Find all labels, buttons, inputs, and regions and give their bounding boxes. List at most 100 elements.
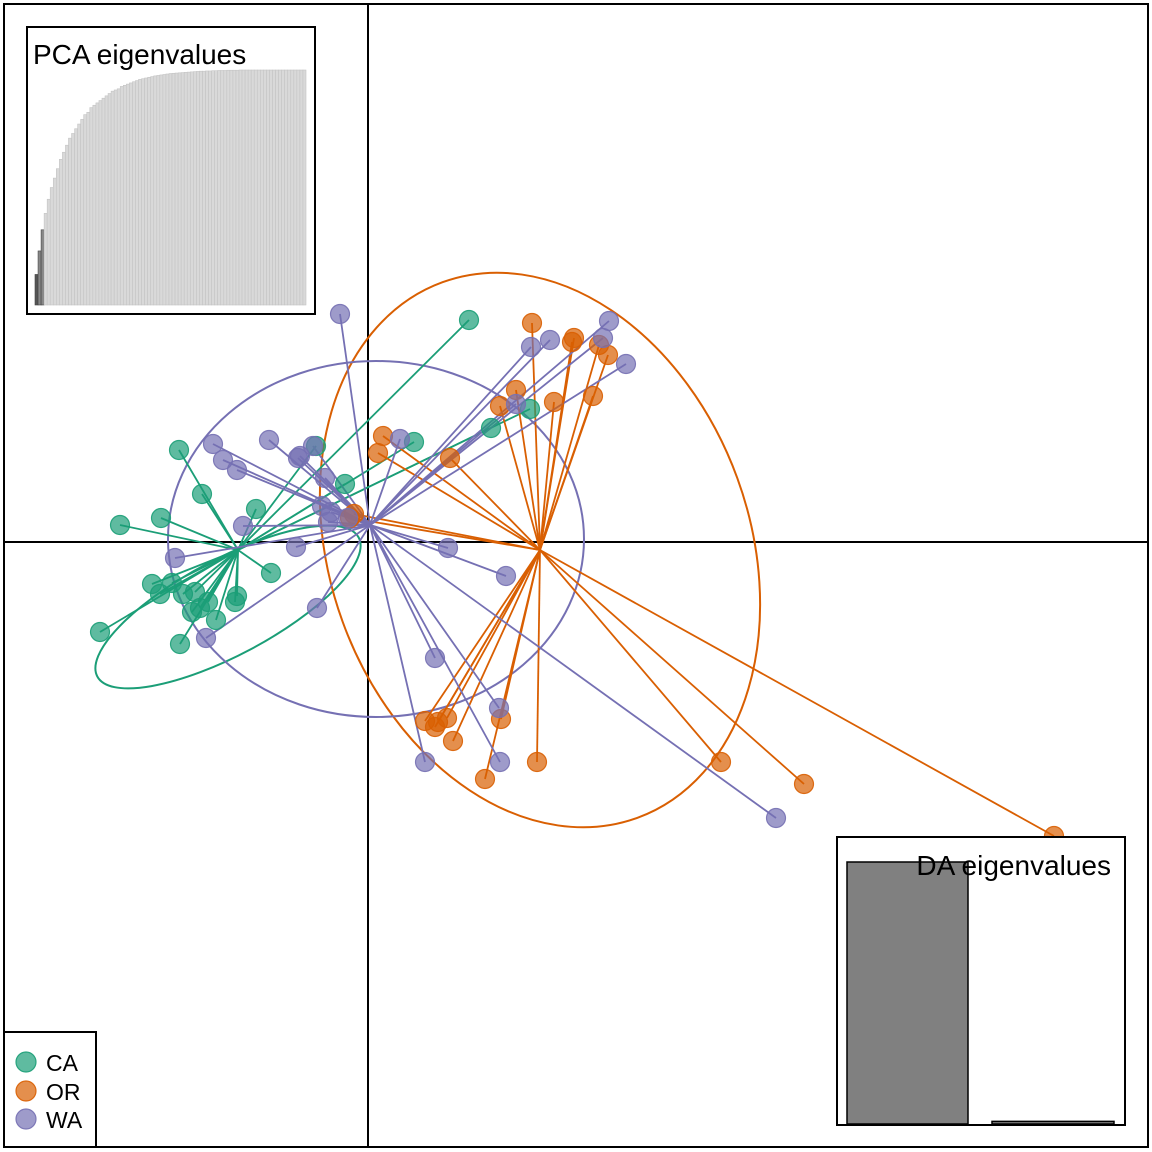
pca-bar-82 bbox=[284, 69, 289, 306]
legend-label-or: OR bbox=[46, 1079, 81, 1105]
pca-bar-57 bbox=[208, 70, 212, 306]
pca-bar-31 bbox=[129, 82, 133, 306]
pca-bar-77 bbox=[269, 69, 273, 306]
pca-bar-42 bbox=[162, 74, 167, 306]
point-or-8 bbox=[582, 385, 604, 407]
pca-bar-74 bbox=[260, 69, 264, 306]
point-wa-19 bbox=[337, 507, 359, 529]
pca-bar-61 bbox=[220, 70, 225, 306]
point-wa-21 bbox=[285, 536, 307, 558]
pca-bar-86 bbox=[296, 69, 301, 306]
point-or-20 bbox=[526, 751, 548, 773]
point-ca-3 bbox=[109, 514, 131, 536]
point-or-19 bbox=[442, 730, 464, 752]
pca-bar-49 bbox=[183, 72, 188, 306]
segment-wa-26 bbox=[205, 524, 371, 639]
pca-bar-52 bbox=[193, 71, 197, 306]
pca-bar-38 bbox=[150, 76, 155, 306]
pca-bar-79 bbox=[275, 69, 279, 306]
segment-or-2 bbox=[539, 341, 573, 551]
segment-or-24 bbox=[539, 549, 1055, 837]
pca-bar-16 bbox=[83, 114, 88, 306]
segment-wa-0 bbox=[339, 313, 371, 526]
segment-or-11 bbox=[449, 457, 541, 551]
pca-bar-62 bbox=[223, 70, 228, 306]
segment-wa-22 bbox=[174, 524, 371, 559]
pca-bar-29 bbox=[123, 84, 127, 306]
pca-bar-27 bbox=[116, 88, 121, 306]
segment-or-16 bbox=[424, 549, 541, 722]
segment-or-10 bbox=[377, 452, 541, 551]
pca-bar-73 bbox=[256, 69, 261, 306]
ellipse-ca bbox=[94, 524, 362, 690]
da-eigenvalues-inset: DA eigenvalues bbox=[836, 836, 1126, 1126]
point-ca-24 bbox=[169, 633, 191, 655]
point-or-7 bbox=[543, 391, 565, 413]
point-or-4 bbox=[597, 344, 619, 366]
pca-bar-14 bbox=[77, 123, 81, 306]
legend-marker-or bbox=[15, 1080, 37, 1102]
pca-bar-63 bbox=[226, 69, 231, 306]
pca-bar-84 bbox=[290, 69, 295, 306]
segment-wa-23 bbox=[369, 524, 449, 549]
pca-bar-19 bbox=[92, 104, 97, 306]
segment-wa-31 bbox=[369, 524, 777, 819]
pca-bar-20 bbox=[95, 102, 100, 306]
pca-bar-40 bbox=[156, 75, 161, 306]
legend-marker-ca bbox=[15, 1051, 37, 1073]
point-ca-1 bbox=[168, 439, 190, 461]
point-ca-9 bbox=[480, 417, 502, 439]
segment-or-17 bbox=[434, 549, 541, 728]
pca-bar-44 bbox=[168, 73, 173, 306]
pca-bar-64 bbox=[229, 69, 234, 306]
point-ca-13 bbox=[149, 583, 171, 605]
point-wa-0 bbox=[329, 303, 351, 325]
segment-or-0 bbox=[531, 322, 541, 551]
pca-inset-title: PCA eigenvalues bbox=[33, 39, 246, 70]
segment-or-7 bbox=[539, 401, 555, 551]
pca-bar-0 bbox=[34, 274, 39, 306]
data-points bbox=[89, 303, 1065, 847]
point-wa-30 bbox=[489, 751, 511, 773]
pca-bar-41 bbox=[159, 74, 164, 306]
pca-bar-13 bbox=[74, 128, 78, 306]
point-wa-11 bbox=[226, 459, 248, 481]
segment-ca-2 bbox=[201, 493, 239, 551]
point-ca-0 bbox=[458, 309, 480, 331]
segment-wa-21 bbox=[295, 524, 371, 548]
pca-bar-67 bbox=[238, 69, 243, 306]
pca-bar-58 bbox=[211, 70, 215, 306]
pca-bar-68 bbox=[241, 69, 246, 306]
point-wa-20 bbox=[232, 515, 254, 537]
point-wa-29 bbox=[414, 751, 436, 773]
pca-bar-18 bbox=[89, 107, 94, 306]
pca-bar-6 bbox=[52, 177, 57, 306]
point-or-2 bbox=[561, 331, 583, 353]
point-or-11 bbox=[439, 447, 461, 469]
point-or-9 bbox=[372, 425, 394, 447]
pca-bar-87 bbox=[299, 69, 304, 306]
pca-bar-65 bbox=[232, 69, 237, 306]
point-or-23 bbox=[793, 773, 815, 795]
segment-or-14 bbox=[446, 549, 541, 719]
point-ca-19 bbox=[260, 562, 282, 584]
pca-bar-39 bbox=[153, 75, 158, 306]
pca-bar-50 bbox=[186, 71, 191, 306]
pca-bar-46 bbox=[174, 72, 179, 306]
pca-bar-36 bbox=[144, 77, 148, 306]
pca-bar-78 bbox=[272, 69, 276, 306]
pca-bar-53 bbox=[196, 71, 200, 306]
pca-bar-9 bbox=[62, 151, 66, 306]
pca-bar-2 bbox=[40, 229, 45, 306]
point-wa-23 bbox=[437, 537, 459, 559]
point-or-0 bbox=[521, 312, 543, 334]
point-ca-21 bbox=[189, 597, 211, 619]
pca-bar-12 bbox=[71, 133, 75, 306]
pca-bar-56 bbox=[205, 70, 209, 306]
da-bar-0 bbox=[846, 861, 969, 1125]
centroid-segments bbox=[99, 313, 1055, 837]
pca-bar-30 bbox=[126, 83, 130, 306]
pca-bar-35 bbox=[141, 78, 145, 306]
pca-bar-69 bbox=[244, 69, 249, 306]
point-wa-27 bbox=[424, 647, 446, 669]
